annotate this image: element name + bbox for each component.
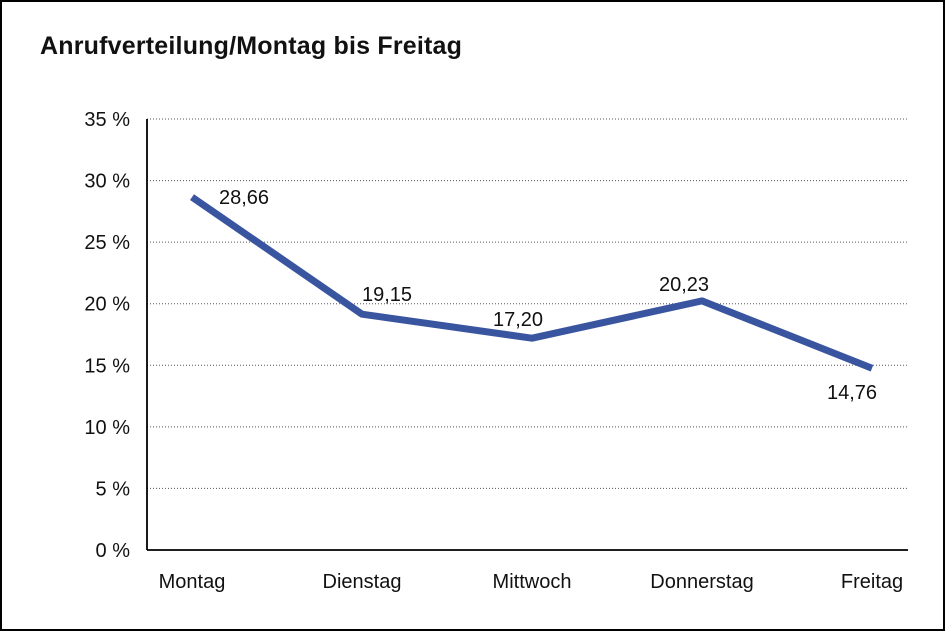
x-tick-label: Freitag — [841, 571, 903, 593]
y-tick-label: 15 % — [84, 355, 130, 377]
chart-title: Anrufverteilung/Montag bis Freitag — [40, 32, 463, 60]
y-tick-label: 10 % — [84, 417, 130, 439]
y-tick-label: 35 % — [84, 109, 130, 131]
point-label: 19,15 — [362, 284, 412, 306]
y-tick-label: 30 % — [84, 171, 130, 193]
x-tick-label: Mittwoch — [493, 571, 572, 593]
point-label: 20,23 — [659, 274, 709, 296]
x-tick-label: Dienstag — [323, 571, 402, 593]
point-label: 17,20 — [493, 309, 543, 331]
y-tick-label: 5 % — [96, 478, 131, 500]
x-tick-label: Montag — [159, 571, 226, 593]
y-tick-label: 0 % — [96, 540, 131, 562]
point-label: 14,76 — [827, 382, 877, 404]
y-tick-label: 20 % — [84, 294, 130, 316]
point-label: 28,66 — [219, 187, 269, 209]
data-line — [190, 194, 874, 372]
y-tick-label: 25 % — [84, 232, 130, 254]
x-tick-label: Donnerstag — [650, 571, 753, 593]
